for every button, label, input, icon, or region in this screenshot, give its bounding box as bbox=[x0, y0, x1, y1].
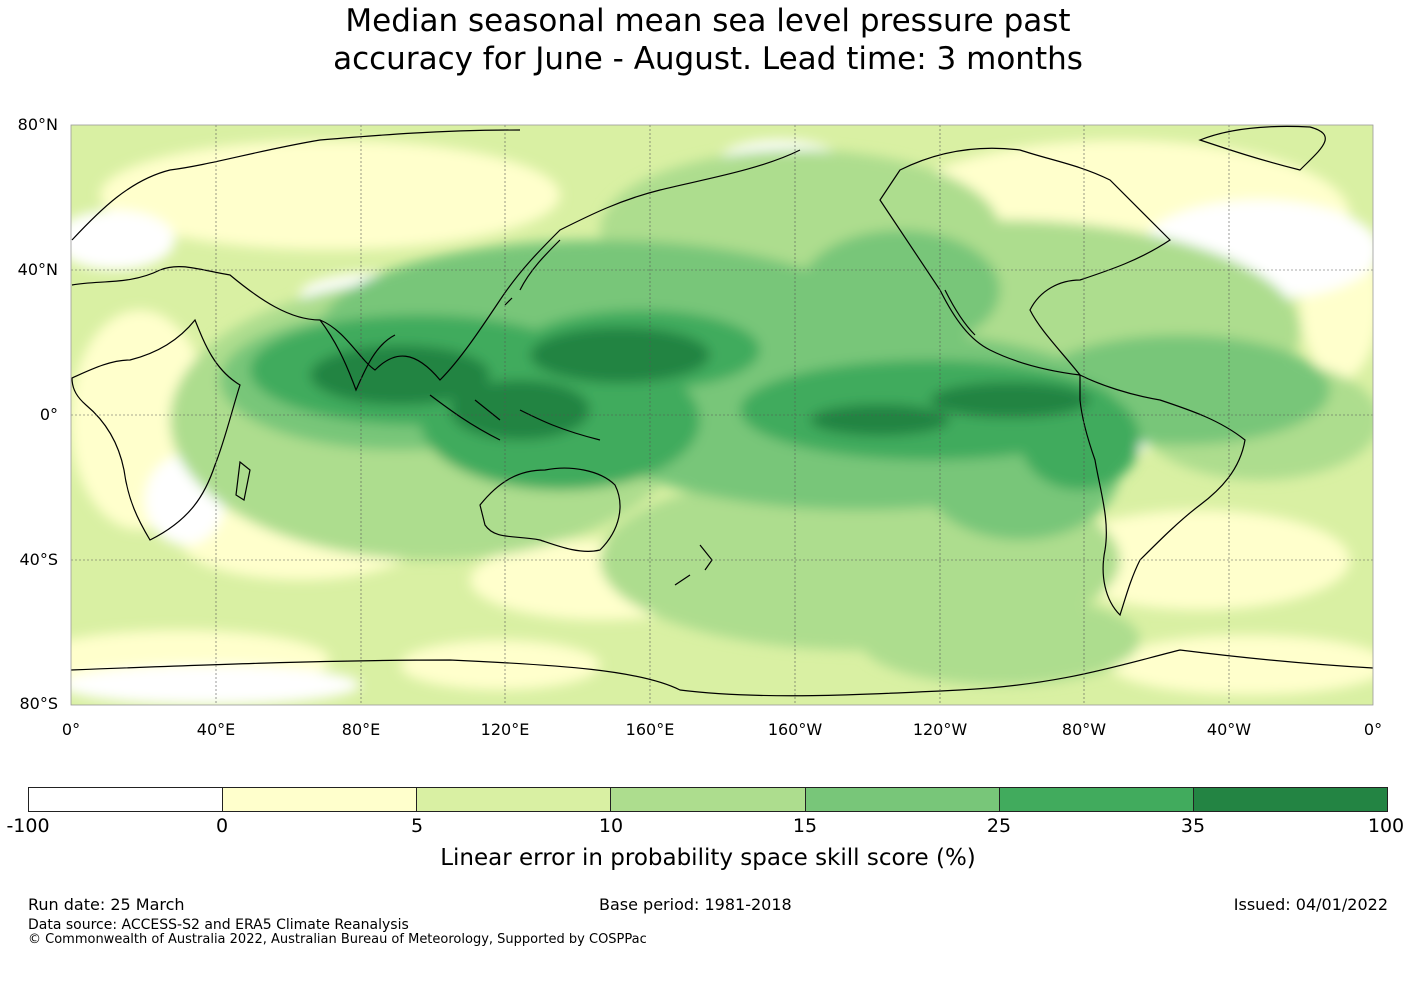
lon-label-120e: 120°E bbox=[480, 720, 530, 739]
colorbar-segment-4 bbox=[610, 788, 805, 811]
colorbar-segment-7 bbox=[1192, 788, 1387, 811]
map-frame bbox=[70, 124, 1374, 706]
coast-africa bbox=[71, 318, 241, 541]
colorbar-tick-6: 25 bbox=[986, 815, 1012, 837]
coast-north-america bbox=[879, 147, 1171, 376]
lat-label-0: 0° bbox=[39, 405, 58, 424]
colorbar-tick-8: 100 bbox=[1367, 815, 1405, 837]
lon-label-160w: 160°W bbox=[767, 720, 823, 739]
lat-label-80n: 80°N bbox=[17, 115, 58, 134]
issued-date: Issued: 04/01/2022 bbox=[1233, 895, 1388, 914]
colorbar bbox=[28, 787, 1388, 812]
colorbar-tick-3: 5 bbox=[410, 815, 424, 837]
coast-antarctica bbox=[71, 649, 1373, 697]
colorbar-label: Linear error in probability space skill … bbox=[440, 845, 976, 871]
gridlines bbox=[71, 125, 1373, 705]
data-source: Data source: ACCESS-S2 and ERA5 Climate … bbox=[28, 917, 409, 933]
coast-greenland bbox=[1198, 125, 1326, 171]
lon-label-80w: 80°W bbox=[1061, 720, 1107, 739]
coast-japan bbox=[504, 239, 561, 306]
lat-label-80s: 80°S bbox=[19, 694, 58, 713]
colorbar-tick-2: 0 bbox=[215, 815, 229, 837]
coast-australia bbox=[479, 467, 621, 552]
lon-label-0-left: 0° bbox=[61, 720, 81, 739]
coastlines bbox=[71, 125, 1373, 697]
colorbar-tick-7: 35 bbox=[1180, 815, 1206, 837]
lon-label-0-right: 0° bbox=[1363, 720, 1383, 739]
coast-india bbox=[319, 319, 396, 392]
lon-label-40w: 40°W bbox=[1206, 720, 1252, 739]
colorbar-segment-3 bbox=[416, 788, 611, 811]
colorbar-segment-2 bbox=[222, 788, 417, 811]
base-period: Base period: 1981-2018 bbox=[599, 895, 792, 914]
colorbar-segment-5 bbox=[804, 788, 999, 811]
coast-europe-asia bbox=[71, 129, 801, 381]
lon-label-80e: 80°E bbox=[341, 720, 381, 739]
coast-baja bbox=[944, 289, 976, 336]
lat-label-40s: 40°S bbox=[19, 550, 58, 569]
coast-indonesia bbox=[429, 394, 601, 441]
colorbar-tick-4: 10 bbox=[598, 815, 624, 837]
colorbar-segment-6 bbox=[998, 788, 1193, 811]
lon-label-120w: 120°W bbox=[912, 720, 968, 739]
title-line-1: Median seasonal mean sea level pressure … bbox=[345, 3, 1071, 39]
lon-label-160e: 160°E bbox=[625, 720, 675, 739]
coast-south-america bbox=[1079, 374, 1246, 617]
run-date: Run date: 25 March bbox=[28, 895, 185, 914]
colorbar-tick-5: 15 bbox=[792, 815, 818, 837]
skill-score-map bbox=[70, 124, 1374, 706]
colorbar-tick-1: -100 bbox=[6, 815, 50, 837]
lon-label-40e: 40°E bbox=[196, 720, 236, 739]
lat-label-40n: 40°N bbox=[17, 260, 58, 279]
copyright: © Commonwealth of Australia 2022, Austra… bbox=[28, 932, 647, 947]
skill-field bbox=[71, 140, 1373, 705]
coast-madagascar bbox=[235, 460, 251, 501]
title-line-2: accuracy for June - August. Lead time: 3… bbox=[333, 41, 1083, 77]
chart-title: Median seasonal mean sea level pressure … bbox=[0, 2, 1416, 78]
colorbar-segment-1 bbox=[29, 788, 223, 811]
